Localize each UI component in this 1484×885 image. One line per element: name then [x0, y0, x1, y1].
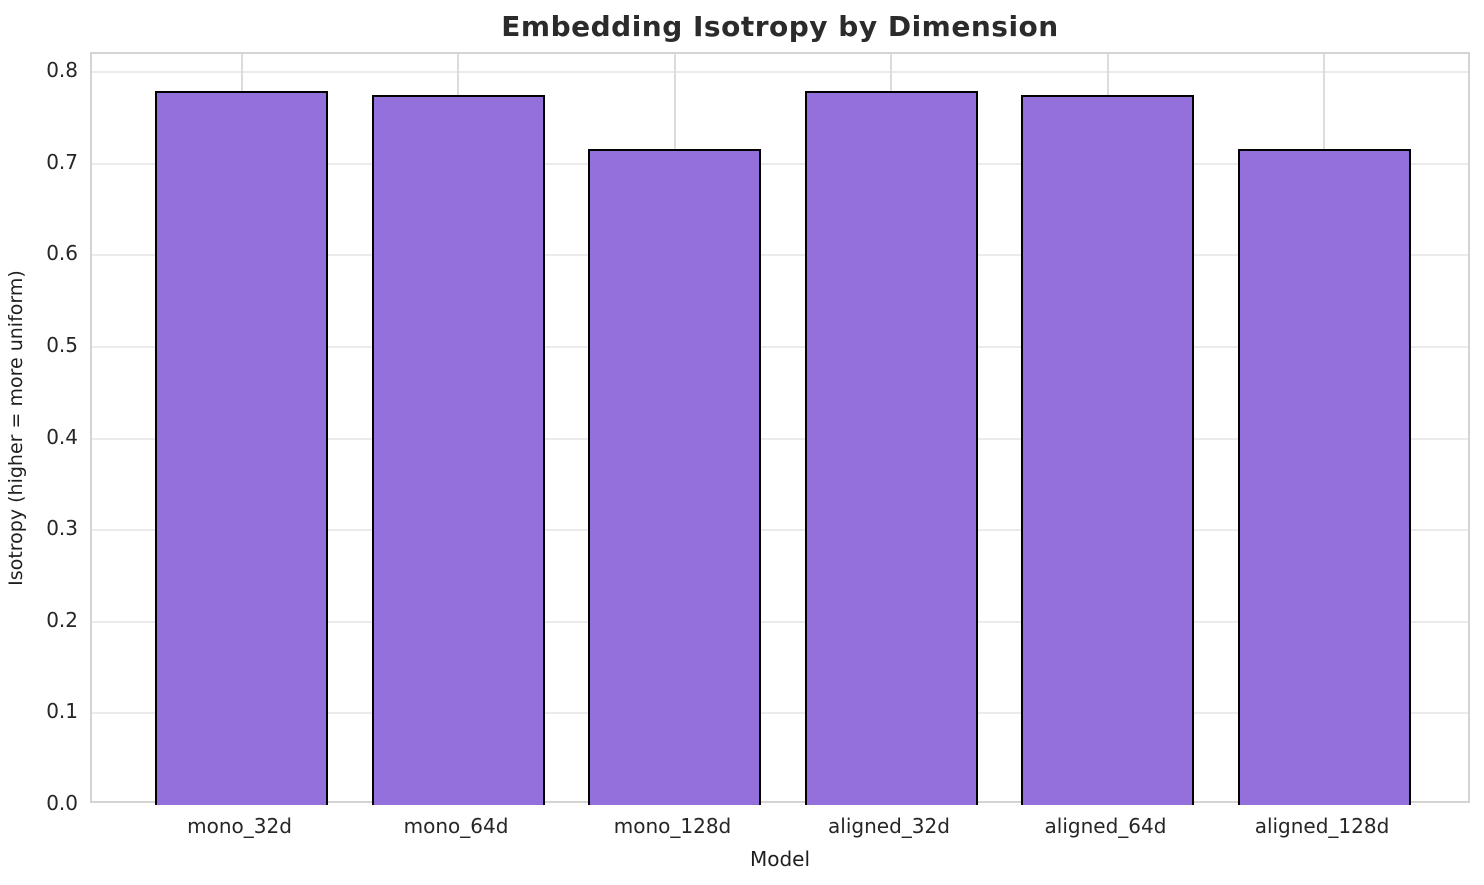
horizontal-gridline	[92, 346, 1468, 349]
horizontal-gridline	[92, 437, 1468, 440]
bar-aligned_64d	[1021, 95, 1194, 805]
chart-title: Embedding Isotropy by Dimension	[501, 10, 1059, 43]
bar-mono_32d	[155, 90, 328, 805]
y-tick-label: 0.8	[46, 58, 78, 83]
x-axis-label: Model	[749, 847, 811, 871]
bar-mono_64d	[371, 95, 545, 805]
bar-aligned_32d	[804, 90, 978, 805]
x-tick-label-mono_128d: mono_128d	[613, 814, 732, 838]
bar-aligned_128d	[1237, 149, 1411, 805]
horizontal-gridline	[92, 254, 1468, 257]
y-tick-label: 0.1	[46, 699, 78, 724]
y-axis-label: Isotropy (higher = more uniform)	[5, 270, 27, 586]
horizontal-gridline	[92, 162, 1468, 165]
x-tick-label-aligned_64d: aligned_64d	[1044, 814, 1167, 838]
x-tick-label-aligned_32d: aligned_32d	[828, 814, 950, 838]
x-tick-label-mono_32d: mono_32d	[187, 814, 292, 838]
y-tick-label: 0.6	[46, 241, 78, 266]
y-tick-label: 0.2	[46, 607, 78, 632]
x-tick-label-mono_64d: mono_64d	[403, 814, 509, 838]
plot-area	[90, 52, 1470, 805]
y-tick-label: 0.5	[46, 333, 78, 358]
bar-mono_128d	[588, 149, 761, 805]
horizontal-gridline	[92, 71, 1468, 74]
horizontal-gridline	[92, 529, 1468, 532]
horizontal-gridline	[92, 712, 1468, 715]
y-tick-label: 0.4	[46, 424, 78, 449]
x-tick-label-aligned_128d: aligned_128d	[1254, 814, 1390, 838]
horizontal-gridline	[92, 620, 1468, 623]
y-tick-label: 0.0	[46, 791, 78, 815]
y-tick-label: 0.3	[46, 516, 78, 541]
y-tick-label: 0.7	[46, 149, 78, 174]
